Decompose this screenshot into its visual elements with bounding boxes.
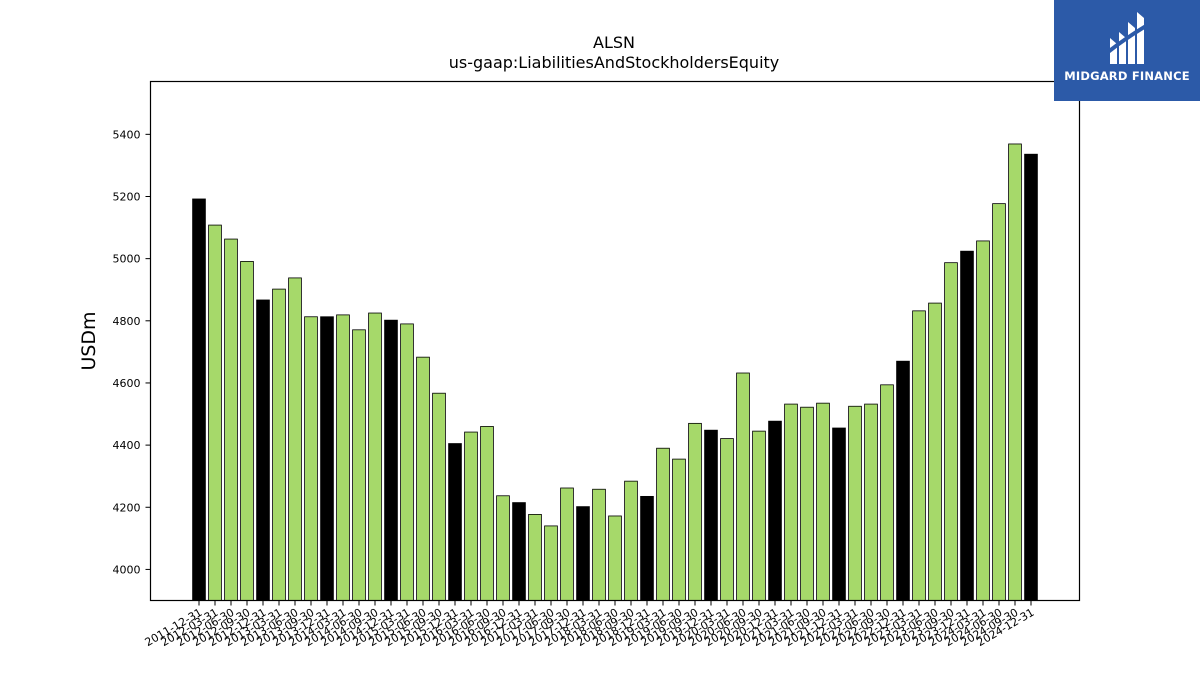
bar-2014-12-31 [384, 319, 398, 601]
y-tick-label: 4800 [113, 315, 141, 328]
bar-2019-03-31 [656, 447, 670, 601]
bar-2013-06-30 [288, 277, 302, 601]
bar-2018-03-31 [592, 488, 606, 601]
bar-2012-12-31 [256, 299, 270, 601]
bar-2017-03-31 [528, 514, 542, 601]
bar-2014-09-30 [368, 312, 382, 601]
bar-2014-06-30 [352, 329, 366, 601]
bar-2021-03-31 [784, 403, 798, 601]
plot-frame [149, 80, 1081, 602]
chart-title: ALSN [593, 33, 635, 52]
bar-2016-03-31 [464, 431, 478, 601]
bar-2012-09-30 [240, 261, 254, 601]
y-tick-label: 4600 [113, 377, 141, 390]
bar-2021-06-30 [800, 406, 814, 601]
y-tick-label: 4400 [113, 439, 141, 452]
bar-2022-09-30 [880, 384, 894, 601]
bar-2023-09-30 [944, 262, 958, 601]
bar-2024-03-31 [976, 240, 990, 601]
y-tick-label: 5200 [113, 190, 141, 203]
bar-2014-03-31 [336, 314, 350, 601]
brand-name: MIDGARD FINANCE [1064, 69, 1190, 83]
y-axis-label: USDm [78, 311, 100, 370]
bar-2020-06-30 [736, 372, 750, 601]
y-tick-label: 5000 [113, 253, 141, 266]
bar-2021-09-30 [816, 402, 830, 601]
bar-group [192, 143, 1038, 601]
brand-logo: MIDGARD FINANCE [1054, 0, 1200, 101]
bar-2016-06-30 [480, 426, 494, 601]
bar-2020-03-31 [720, 438, 734, 601]
bar-2016-12-31 [512, 502, 526, 601]
x-axis: 2011-12-312012-03-312012-06-302012-09-30… [143, 600, 1037, 649]
chart-subtitle: us-gaap:LiabilitiesAndStockholdersEquity [449, 53, 780, 72]
bar-2022-03-31 [848, 405, 862, 601]
bar-2016-09-30 [496, 495, 510, 601]
bar-2024-09-30 [1008, 143, 1022, 601]
bar-2019-06-30 [672, 458, 686, 601]
bar-2018-06-30 [608, 515, 622, 601]
y-axis: 4000 4200 4400 4600 4800 5000 5200 5400 [113, 128, 151, 576]
bar-2019-12-31 [704, 429, 718, 601]
bar-2023-03-31 [912, 310, 926, 601]
y-tick-label: 4200 [113, 501, 141, 514]
bar-2012-06-30 [224, 238, 238, 601]
bar-2011-12-31 [192, 198, 206, 601]
bar-2021-12-31 [832, 427, 846, 601]
brand-logo-icon [1106, 12, 1148, 64]
bar-2022-12-31 [896, 360, 910, 601]
y-tick-label: 5400 [113, 128, 141, 141]
bar-2015-03-31 [400, 323, 414, 601]
bar-2024-12-31 [1024, 153, 1038, 601]
bar-2022-06-30 [864, 403, 878, 601]
bar-2023-06-30 [928, 302, 942, 601]
bar-2017-12-31 [576, 506, 590, 601]
bar-2017-09-30 [560, 487, 574, 601]
bar-2020-09-30 [752, 430, 766, 601]
bar-2018-09-30 [624, 480, 638, 601]
bar-2013-09-30 [304, 316, 318, 601]
bar-2018-12-31 [640, 495, 654, 601]
y-tick-label: 4000 [113, 563, 141, 576]
bar-2015-12-31 [448, 443, 462, 601]
bar-2015-09-30 [432, 392, 446, 601]
bar-2015-06-30 [416, 356, 430, 601]
bar-2012-03-31 [208, 224, 222, 601]
bar-2024-06-30 [992, 203, 1006, 601]
bar-2023-12-31 [960, 250, 974, 601]
bar-2019-09-30 [688, 422, 702, 601]
bar-2013-12-31 [320, 316, 334, 601]
bar-2017-06-30 [544, 525, 558, 601]
bar-2013-03-31 [272, 288, 286, 601]
bar-2020-12-31 [768, 420, 782, 601]
